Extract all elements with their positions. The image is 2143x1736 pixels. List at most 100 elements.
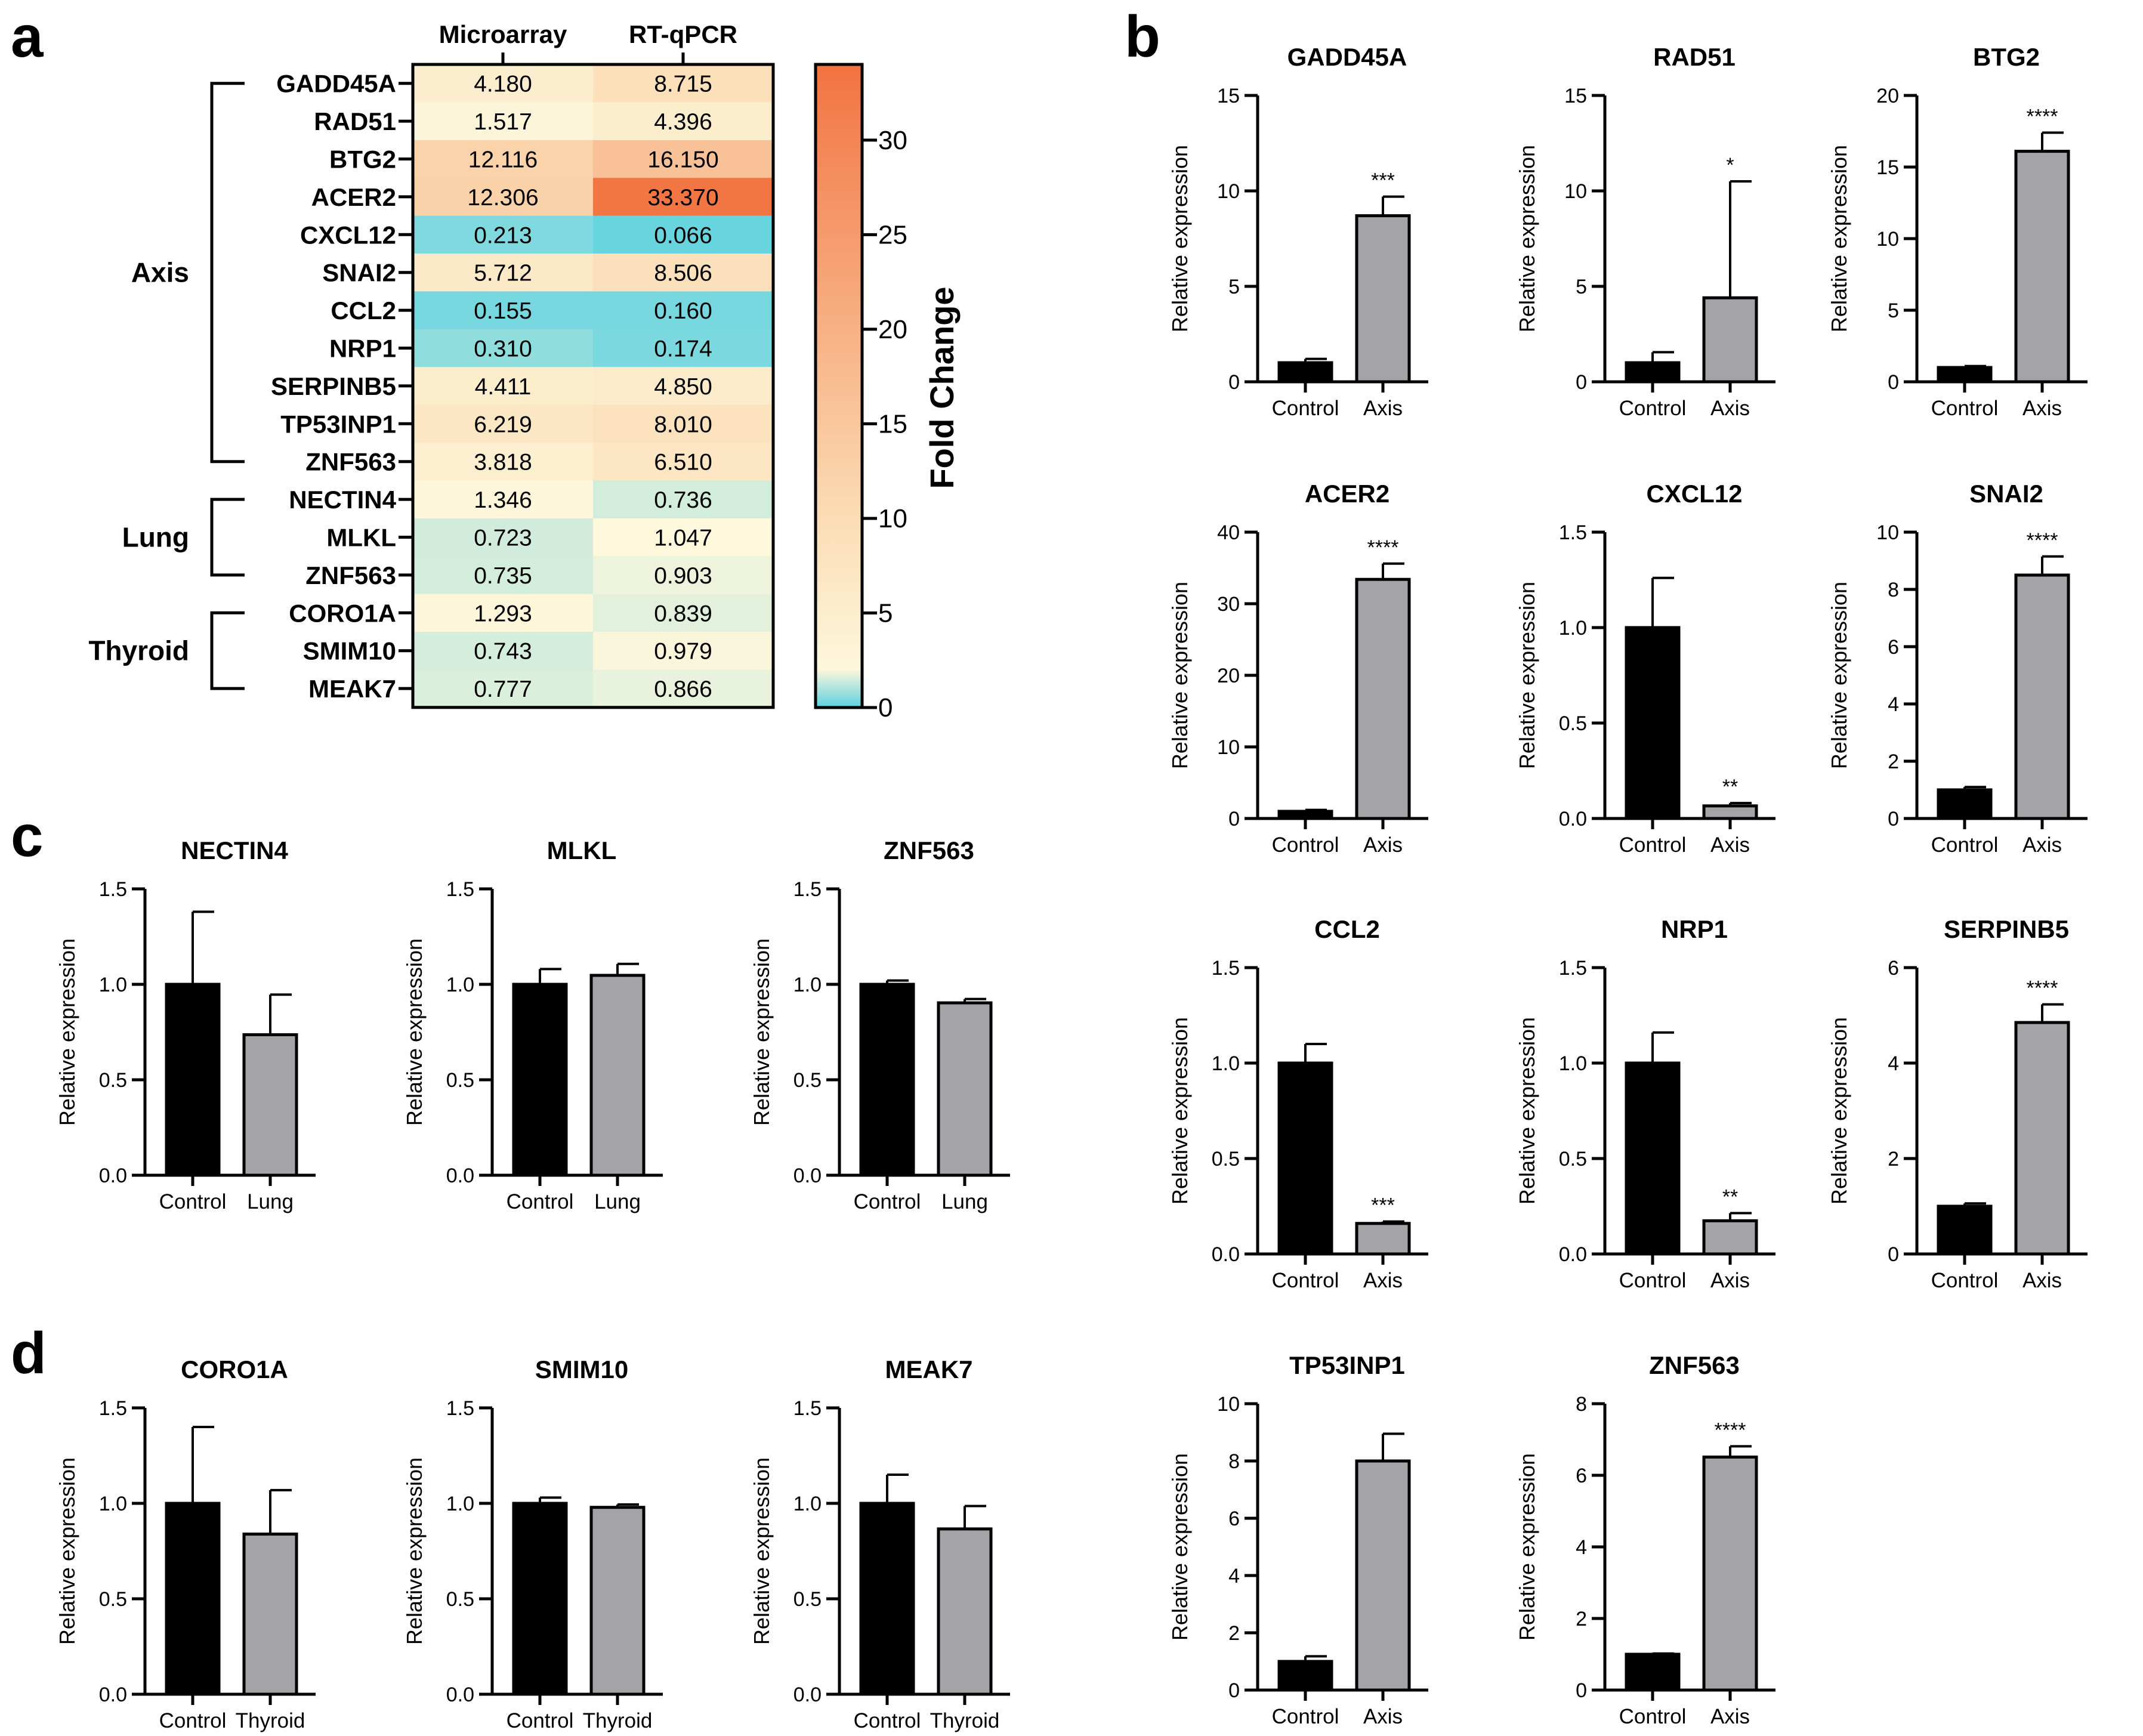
control-bar bbox=[859, 983, 915, 1177]
treatment-bar bbox=[2014, 573, 2070, 820]
heatmap-row-label: NRP1 bbox=[329, 335, 396, 363]
heatmap-cell bbox=[593, 102, 773, 141]
heatmap-cell-value: 0.066 bbox=[654, 223, 712, 248]
y-tick-label: 0 bbox=[1228, 808, 1240, 830]
significance-marker: *** bbox=[1371, 169, 1395, 192]
y-tick-label: 4 bbox=[1888, 1052, 1899, 1075]
colorbar: 0 5 10 15 20 25 30 Fold Change bbox=[814, 63, 961, 722]
heatmap-cell bbox=[413, 518, 593, 557]
heatmap-cell bbox=[593, 329, 773, 367]
y-tick-label: 1.0 bbox=[446, 974, 474, 996]
treatment-bar bbox=[937, 1527, 993, 1696]
x-tick-label: Thyroid bbox=[236, 1709, 305, 1732]
y-tick-label: 4 bbox=[1888, 693, 1899, 716]
heatmap-cell bbox=[593, 404, 773, 443]
x-tick-label: Lung bbox=[941, 1190, 988, 1213]
treatment-bar bbox=[1355, 1459, 1411, 1692]
heatmap-cell bbox=[593, 140, 773, 178]
x-tick-label: Axis bbox=[1363, 397, 1403, 420]
x-tick-label: Axis bbox=[1710, 1705, 1750, 1728]
bar-chart: BTG2 Relative expression 0 5 10 15 20 Control Ax… bbox=[1827, 43, 2088, 420]
heatmap-cell-value: 0.743 bbox=[474, 639, 532, 665]
y-tick-label: 0.0 bbox=[99, 1164, 127, 1187]
control-bar bbox=[165, 983, 221, 1177]
y-axis-label: Relative expression bbox=[402, 1457, 427, 1645]
x-tick-label: Control bbox=[159, 1709, 227, 1732]
heatmap-cell-value: 3.818 bbox=[474, 450, 532, 475]
heatmap-row-label: RAD51 bbox=[314, 107, 396, 135]
y-tick-label: 0.0 bbox=[446, 1684, 474, 1706]
bar-chart: MLKL Relative expression 0.0 0.5 1.0 1.5 Contr… bbox=[402, 836, 663, 1213]
heatmap-cell-value: 4.396 bbox=[654, 109, 712, 135]
y-axis-label: Relative expression bbox=[55, 1457, 79, 1645]
heatmap-cell bbox=[413, 291, 593, 330]
heatmap-cell-value: 8.715 bbox=[654, 72, 712, 97]
x-tick-label: Axis bbox=[1710, 1269, 1750, 1292]
x-tick-label: Axis bbox=[2022, 397, 2062, 420]
bar-chart: GADD45A Relative expression 0 5 10 15 Control A… bbox=[1168, 43, 1428, 420]
y-tick-label: 0.0 bbox=[1212, 1243, 1240, 1266]
heatmap-cell-value: 8.010 bbox=[654, 412, 712, 437]
heatmap-cell bbox=[413, 556, 593, 595]
significance-marker: **** bbox=[2027, 977, 2058, 1000]
y-tick-label: 1.5 bbox=[446, 878, 474, 901]
x-tick-label: Axis bbox=[1363, 833, 1403, 857]
x-tick-label: Thyroid bbox=[583, 1709, 653, 1732]
y-tick-label: 1.5 bbox=[793, 878, 822, 901]
treatment-bar bbox=[1355, 214, 1411, 384]
y-axis-label: Relative expression bbox=[402, 938, 427, 1126]
y-tick-label: 0 bbox=[1228, 371, 1240, 394]
heatmap-row-label: BTG2 bbox=[329, 146, 396, 174]
heatmap-cell bbox=[413, 178, 593, 217]
x-tick-label: Thyroid bbox=[930, 1709, 1000, 1732]
heatmap-cell-value: 0.174 bbox=[654, 336, 712, 362]
x-tick-label: Control bbox=[854, 1190, 921, 1213]
control-bar bbox=[512, 1502, 568, 1696]
heatmap-cell bbox=[413, 594, 593, 632]
heatmap-cell bbox=[593, 669, 773, 708]
y-axis-label: Relative expression bbox=[1515, 582, 1539, 769]
y-tick-label: 1.5 bbox=[1559, 521, 1587, 544]
control-bar bbox=[1277, 1660, 1333, 1692]
x-tick-label: Axis bbox=[1710, 833, 1750, 857]
control-bar bbox=[1937, 788, 1993, 820]
heatmap-cell-value: 0.979 bbox=[654, 639, 712, 665]
bar-chart-title: SERPINB5 bbox=[1944, 915, 2069, 943]
heatmap-cell-value: 6.219 bbox=[474, 412, 532, 437]
y-tick-label: 2 bbox=[1576, 1608, 1587, 1630]
significance-marker: **** bbox=[2027, 105, 2058, 128]
y-tick-label: 1.0 bbox=[99, 1493, 127, 1515]
bar-chart-title: ZNF563 bbox=[884, 836, 974, 864]
panel-d-bar-charts: CORO1A Relative expression 0.0 0.5 1.0 1.5 Con… bbox=[55, 1355, 1010, 1732]
heatmap-cell-value: 0.310 bbox=[474, 336, 532, 362]
treatment-bar bbox=[1355, 1222, 1411, 1256]
heatmap-cell-value: 4.411 bbox=[475, 374, 532, 400]
y-tick-label: 8 bbox=[1888, 579, 1899, 601]
group-bracket bbox=[210, 498, 245, 577]
y-tick-label: 1.5 bbox=[793, 1397, 822, 1420]
panel-label-a: a bbox=[11, 4, 44, 69]
y-axis-label: Relative expression bbox=[1515, 1453, 1539, 1641]
y-axis-label: Relative expression bbox=[55, 938, 79, 1126]
heatmap-row-label: NECTIN4 bbox=[289, 486, 396, 514]
heatmap-cell bbox=[593, 632, 773, 670]
y-tick-label: 0.5 bbox=[793, 1069, 822, 1092]
bar-chart: ACER2 Relative expression 0 10 20 30 40 Control… bbox=[1168, 480, 1428, 857]
group-label: Lung bbox=[122, 522, 189, 553]
y-axis-label: Relative expression bbox=[1515, 1017, 1539, 1204]
treatment-bar bbox=[1702, 1455, 1758, 1692]
y-axis-label: Relative expression bbox=[1168, 1453, 1192, 1641]
colorbar-title: Fold Change bbox=[923, 286, 961, 489]
heatmap-cell-value: 8.506 bbox=[654, 261, 712, 286]
y-tick-label: 6 bbox=[1888, 636, 1899, 659]
x-tick-label: Control bbox=[1272, 1705, 1339, 1728]
heatmap-row-label: SERPINB5 bbox=[271, 372, 396, 400]
y-axis-label: Relative expression bbox=[1515, 145, 1539, 332]
y-tick-label: 8 bbox=[1576, 1393, 1587, 1416]
heatmap-cell bbox=[413, 329, 593, 367]
y-axis-label: Relative expression bbox=[1168, 145, 1192, 332]
y-tick-label: 1.0 bbox=[446, 1493, 474, 1515]
treatment-bar bbox=[1702, 804, 1758, 820]
heatmap-row-label: MEAK7 bbox=[308, 675, 396, 703]
bar-chart-title: ACER2 bbox=[1305, 480, 1389, 508]
